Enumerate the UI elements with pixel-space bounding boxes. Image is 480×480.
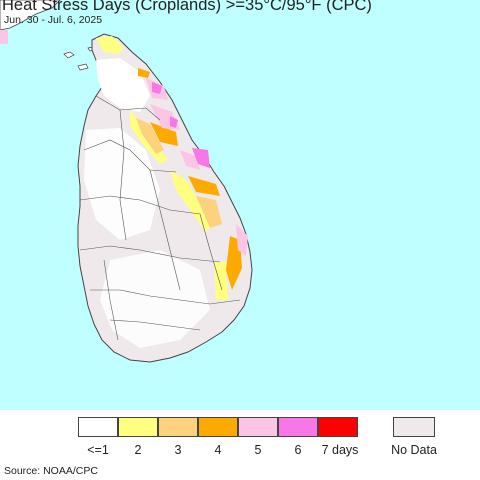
region-pink-4 (180, 150, 200, 170)
island-1 (63, 51, 75, 59)
map-area: Heat Stress Days (Croplands) >=35°C/95°F… (0, 0, 480, 410)
legend-label-3: 3 (174, 443, 182, 457)
source-note: Source: NOAA/CPC (4, 465, 98, 477)
region-orange-2 (188, 176, 220, 196)
region-white-center (84, 128, 160, 240)
legend-label-no-data: No Data (391, 443, 437, 457)
legend-label-5: 5 (254, 443, 262, 457)
legend-label-2: 2 (134, 443, 142, 457)
region-lightorange-2 (196, 196, 222, 228)
legend-swatch-4 (198, 417, 238, 437)
region-yellow-north (96, 36, 124, 54)
map-subtitle: Jun. 30 - Jul. 6, 2025 (4, 14, 103, 26)
region-white-north (96, 58, 150, 112)
india-pink-patch (0, 30, 8, 44)
india-coast (0, 0, 61, 31)
legend-swatch-3 (158, 417, 198, 437)
legend-swatch-no-data (393, 417, 435, 437)
region-magenta-2 (152, 82, 162, 94)
legend-label-6: 6 (294, 443, 302, 457)
legend-swatch-6 (278, 417, 318, 437)
legend-label-1: <=1 (87, 443, 109, 457)
legend-swatch-1 (78, 417, 118, 437)
island-2 (77, 63, 89, 71)
region-yellow-east2 (170, 170, 212, 232)
legend-swatch-2 (118, 417, 158, 437)
legend-label-4: 4 (214, 443, 222, 457)
region-orange-4 (138, 68, 150, 78)
region-lightorange-1 (136, 118, 164, 154)
region-pink-3 (236, 224, 248, 256)
region-magenta-1 (192, 148, 210, 168)
region-yellow-south (214, 262, 228, 300)
legend-swatch-5 (238, 417, 278, 437)
legend-label-7: 7 days (321, 443, 359, 457)
region-magenta-3 (170, 116, 178, 128)
district-borders (79, 95, 241, 341)
sri-lanka-map (0, 0, 253, 363)
map-title: Heat Stress Days (Croplands) >=35°C/95°F… (2, 0, 372, 14)
region-orange-1 (150, 122, 178, 146)
legend-swatch-7 (318, 417, 358, 437)
region-white-south (100, 250, 210, 348)
